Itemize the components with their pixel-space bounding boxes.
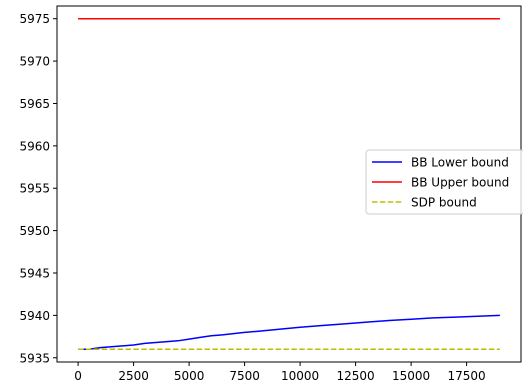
x-tick-label: 15000 (392, 369, 430, 383)
y-tick-label: 5945 (19, 267, 50, 281)
y-axis: 5935 5940 5945 5950 5955 5960 5965 5970 5975 (19, 12, 57, 365)
series-line-1 (78, 314, 500, 351)
y-tick-label: 5970 (19, 55, 50, 69)
legend: BB Lower bound BB Upper bound SDP bound (365, 149, 523, 215)
x-tick-label: 2500 (118, 369, 149, 383)
legend-box (365, 149, 523, 215)
y-tick-label: 5935 (19, 351, 50, 365)
x-tick-label: 0 (74, 369, 82, 383)
y-tick-label: 5940 (19, 309, 50, 323)
legend-label: SDP bound (411, 196, 477, 210)
y-tick-label: 5975 (19, 12, 50, 26)
x-tick-label: 5000 (174, 369, 205, 383)
y-tick-label: 5950 (19, 224, 50, 238)
x-tick-label: 17500 (448, 369, 486, 383)
legend-label: BB Upper bound (411, 176, 509, 190)
series-layer (78, 17, 500, 351)
y-tick-label: 5965 (19, 97, 50, 111)
y-tick-label: 5960 (19, 139, 50, 153)
x-tick-label: 7500 (229, 369, 260, 383)
x-tick-label: 12500 (337, 369, 375, 383)
x-axis: 0 2500 5000 7500 10000 12500 15000 17500 (74, 362, 486, 383)
y-tick-label: 5955 (19, 182, 50, 196)
x-tick-label: 10000 (281, 369, 319, 383)
legend-label: BB Lower bound (411, 156, 509, 170)
